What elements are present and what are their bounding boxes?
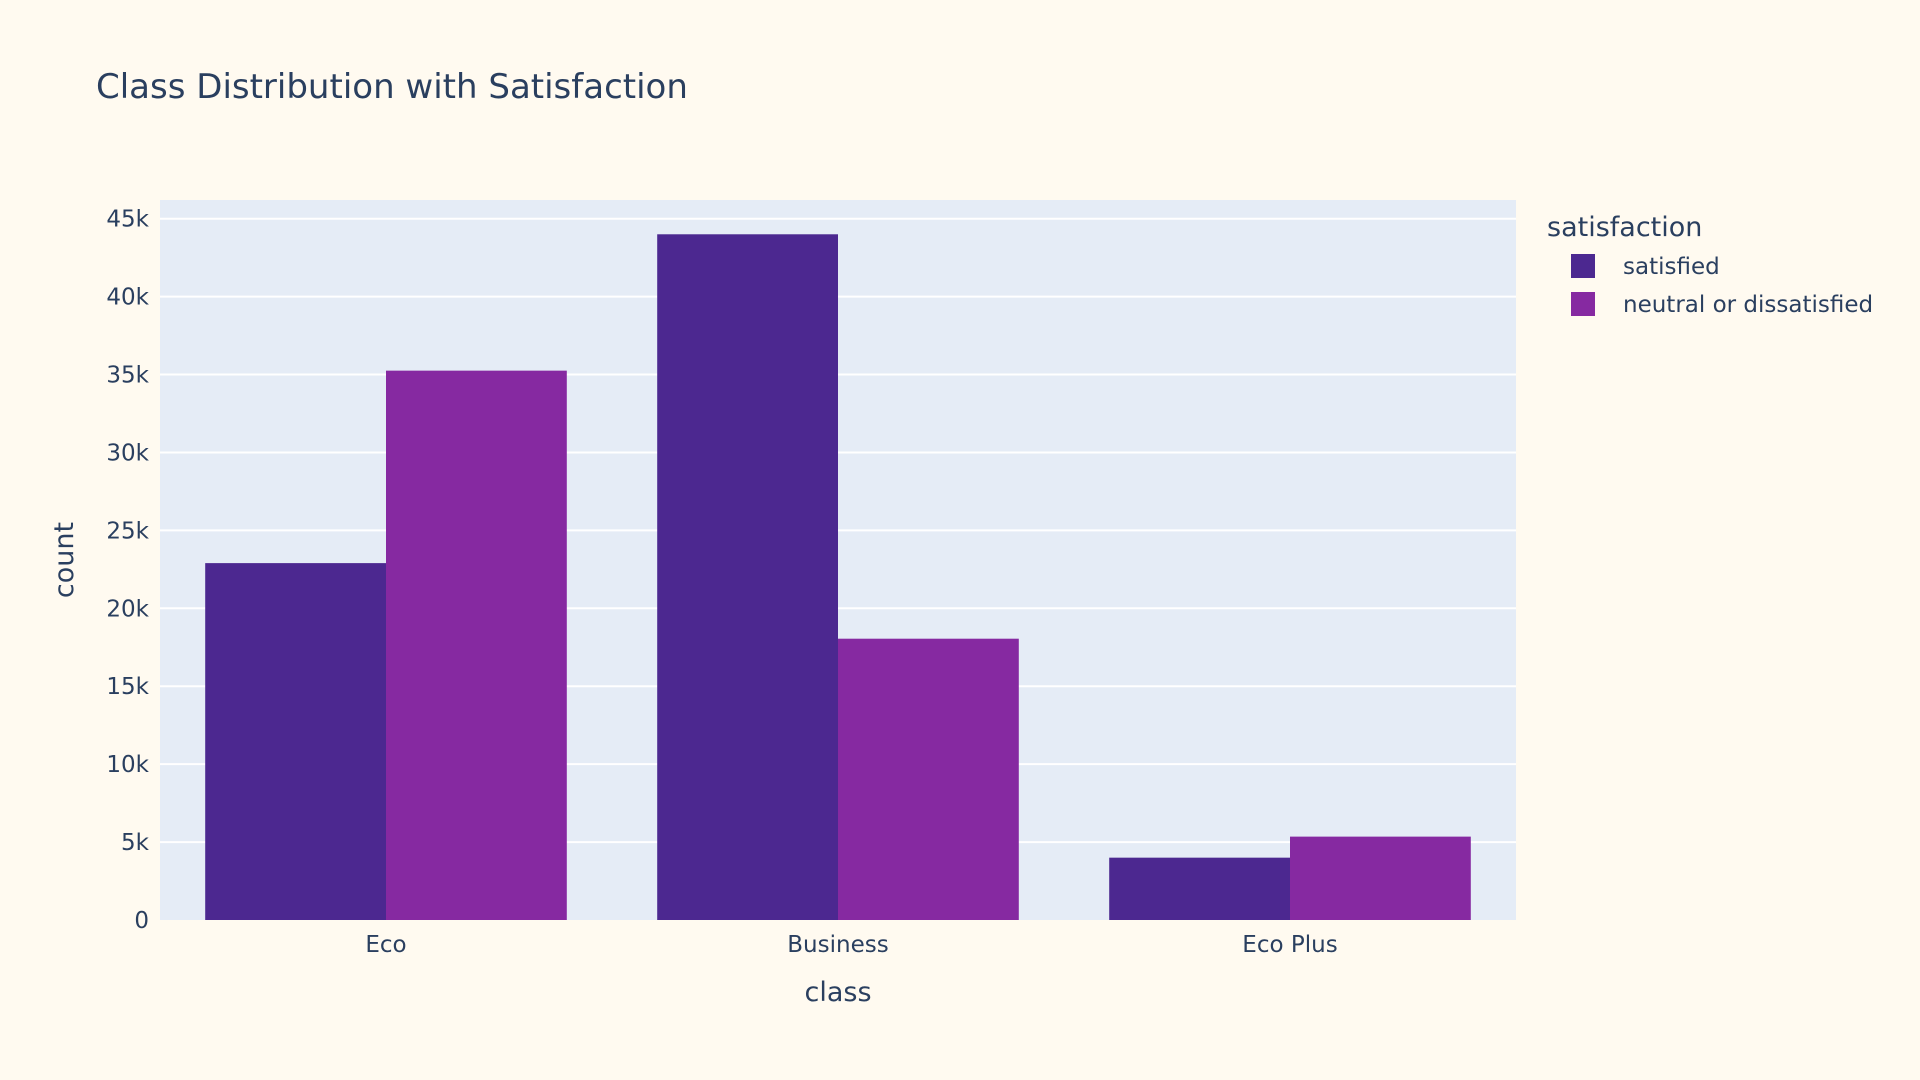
bar-neutral-or-dissatisfied[interactable] bbox=[1290, 836, 1471, 920]
legend-label: neutral or dissatisfied bbox=[1623, 292, 1873, 318]
legend-item-neutral-or-dissatisfied[interactable]: neutral or dissatisfied bbox=[1571, 292, 1873, 318]
legend[interactable]: satisfaction satisfied neutral or dissati… bbox=[1547, 212, 1873, 318]
legend-title: satisfaction bbox=[1547, 212, 1702, 243]
y-axis-title: count bbox=[49, 522, 80, 598]
x-tick-label: Eco bbox=[365, 932, 406, 958]
y-tick-label: 15k bbox=[106, 674, 149, 700]
bars bbox=[205, 234, 1471, 921]
y-tick-label: 20k bbox=[106, 596, 149, 622]
bar-satisfied[interactable] bbox=[657, 234, 838, 921]
y-tick-label: 5k bbox=[121, 830, 150, 856]
y-tick-label: 25k bbox=[106, 518, 149, 544]
y-tick-label: 35k bbox=[106, 363, 149, 389]
x-tick-label: Business bbox=[787, 932, 888, 958]
y-tick-label: 30k bbox=[106, 440, 149, 466]
bar-neutral-or-dissatisfied[interactable] bbox=[386, 370, 567, 920]
legend-items[interactable]: satisfied neutral or dissatisfied bbox=[1571, 254, 1873, 318]
x-tick-label: Eco Plus bbox=[1242, 932, 1337, 958]
y-tick-label: 45k bbox=[106, 207, 149, 233]
legend-swatch bbox=[1571, 254, 1595, 278]
x-axis-title: class bbox=[804, 977, 871, 1008]
legend-label: satisfied bbox=[1623, 254, 1720, 280]
bar-neutral-or-dissatisfied[interactable] bbox=[838, 638, 1019, 920]
bar-satisfied[interactable] bbox=[1109, 857, 1290, 920]
legend-item-satisfied[interactable]: satisfied bbox=[1571, 254, 1720, 280]
y-tick-label: 10k bbox=[106, 752, 149, 778]
bar-satisfied[interactable] bbox=[205, 563, 386, 920]
x-tick-labels: Eco Business Eco Plus bbox=[365, 932, 1337, 958]
y-tick-labels: 0 5k 10k 15k 20k 25k 30k 35k 40k 45k bbox=[106, 207, 149, 934]
y-tick-label: 0 bbox=[134, 908, 149, 934]
y-tick-label: 40k bbox=[106, 285, 149, 311]
chart-title: Class Distribution with Satisfaction bbox=[96, 67, 688, 107]
legend-swatch bbox=[1571, 292, 1595, 316]
